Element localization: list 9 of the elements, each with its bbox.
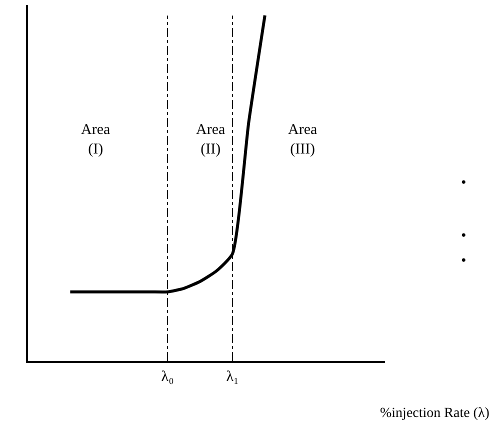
text: Area (III): [288, 122, 318, 158]
annotation: Area (I): [81, 122, 110, 158]
text: %injection Rate (λ): [380, 406, 490, 421]
x-tick-label: λ₁: [226, 368, 239, 385]
text: •: [461, 253, 466, 269]
text: •: [461, 175, 466, 191]
annotation: Area (II): [196, 122, 226, 158]
x-tick-label: λ₀: [161, 368, 174, 385]
text: •: [461, 228, 466, 244]
